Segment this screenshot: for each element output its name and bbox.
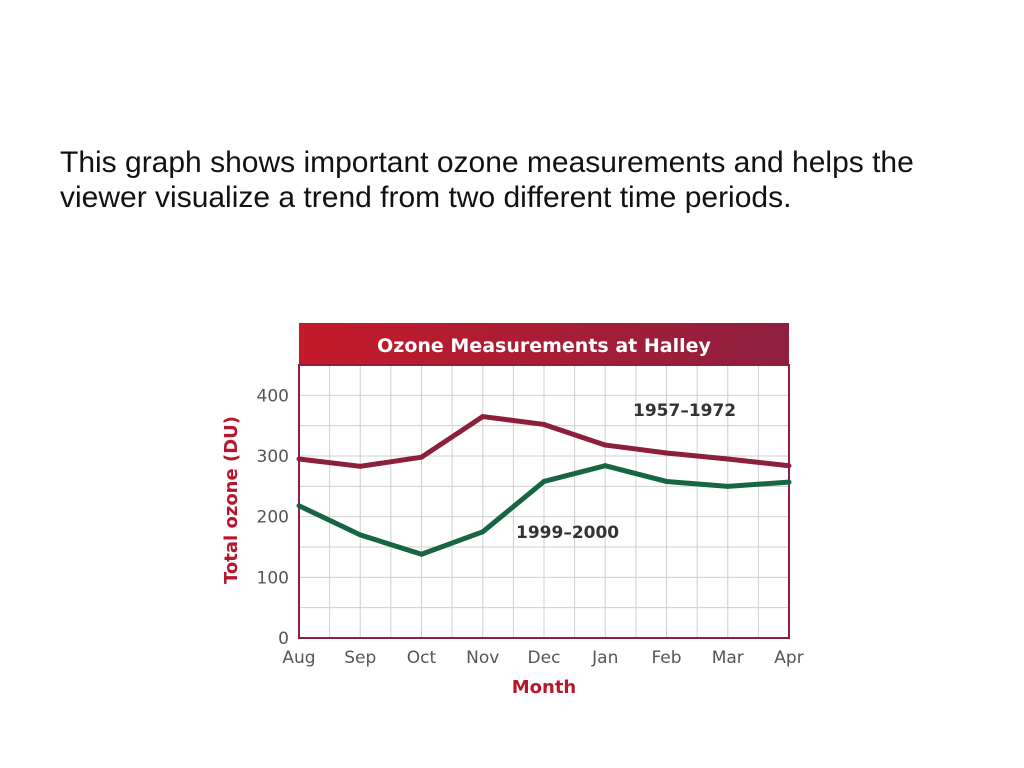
x-tick-label: Mar <box>712 648 744 668</box>
series-label-1957-1972: 1957–1972 <box>633 401 736 421</box>
series-label-1999-2000: 1999–2000 <box>516 523 619 543</box>
series-point-1 <box>419 551 424 557</box>
series-point-0 <box>602 442 608 448</box>
chart-title-bar <box>299 323 789 365</box>
y-tick-label: 100 <box>257 568 289 588</box>
series-point-1 <box>664 478 669 484</box>
series-point-1 <box>602 463 608 469</box>
series-point-1 <box>480 529 486 535</box>
series-point-1 <box>357 532 363 538</box>
series-point-1 <box>541 478 547 484</box>
series-point-1 <box>296 503 302 509</box>
caption-text: This graph shows important ozone measure… <box>60 146 914 214</box>
x-tick-label: Jan <box>591 648 618 668</box>
series-point-0 <box>357 463 363 469</box>
x-tick-label: Aug <box>282 648 315 668</box>
x-axis-title: Month <box>512 677 577 698</box>
series-point-1 <box>786 479 792 485</box>
series-point-0 <box>419 454 424 460</box>
x-tick-label: Feb <box>651 648 681 668</box>
x-tick-label: Nov <box>466 648 499 668</box>
series-point-0 <box>541 421 547 427</box>
series-point-0 <box>725 456 731 462</box>
chart-title: Ozone Measurements at Halley <box>377 335 711 357</box>
x-tick-label: Oct <box>407 648 437 668</box>
y-tick-label: 400 <box>257 386 289 406</box>
x-axis-ticks: Aug Sep Oct Nov Dec Jan Feb Mar Apr <box>282 648 803 668</box>
series-point-0 <box>480 414 486 420</box>
grid-lines <box>298 364 790 639</box>
plot-frame <box>298 364 790 639</box>
series-lines <box>296 414 792 557</box>
series-point-0 <box>664 450 669 456</box>
y-axis-title: Total ozone (DU) <box>221 416 242 584</box>
series-point-0 <box>786 463 792 469</box>
x-tick-label: Apr <box>774 648 803 668</box>
y-tick-label: 300 <box>257 447 289 467</box>
series-point-1 <box>725 483 731 489</box>
x-tick-label: Dec <box>528 648 561 668</box>
series-point-0 <box>296 456 302 462</box>
y-axis-ticks: 0 100 200 300 400 <box>257 386 289 649</box>
x-tick-label: Sep <box>344 648 376 668</box>
y-tick-label: 200 <box>257 508 289 528</box>
y-tick-label: 0 <box>278 629 289 649</box>
